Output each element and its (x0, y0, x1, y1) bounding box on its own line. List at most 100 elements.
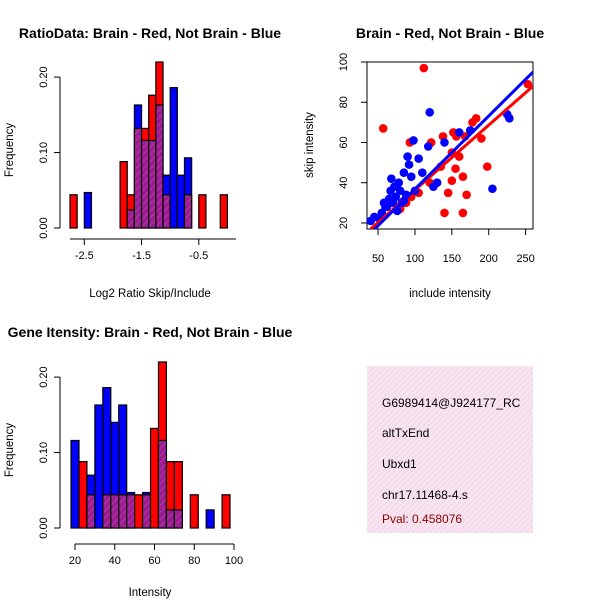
bar-overlap (183, 194, 193, 229)
point-brain (482, 162, 492, 171)
x-axis: -2.5 -1.5 -0.5 (70, 238, 236, 262)
bars (70, 361, 231, 529)
bar-overlap (110, 494, 120, 529)
point-not-brain (391, 192, 401, 202)
x-tick-label: 50 (372, 253, 384, 265)
point-not-brain (454, 128, 464, 137)
y-axis-label: skip intensity (304, 112, 316, 178)
y-tick-label: 20 (338, 217, 350, 229)
point-not-brain (409, 136, 418, 145)
point-not-brain (505, 114, 514, 123)
ratio-histogram: RatioData: Brain - Red, Not Brain - Blue… (4, 25, 281, 300)
bar-brain (221, 494, 231, 529)
event-type: altTxEnd (382, 426, 429, 440)
x-tick-label: 250 (516, 253, 534, 265)
point-not-brain (425, 108, 435, 117)
info-background (367, 366, 533, 533)
x-axis-label: Log2 Ratio Skip/Include (89, 288, 210, 300)
point-brain (440, 208, 449, 218)
y-axis: 20 40 60 80 100 (338, 53, 367, 229)
bar-brain (198, 194, 207, 229)
p-value: Pval: 0.458076 (382, 512, 462, 526)
x-tick-label: -0.5 (189, 250, 208, 262)
point-brain (378, 124, 388, 133)
point-not-brain (488, 184, 497, 194)
y-axis: 0.00 0.10 0.20 (38, 366, 61, 539)
x-axis-label: Intensity (129, 587, 172, 599)
bar-brain (149, 427, 160, 529)
probe-id: G6989414@J924177_RC (382, 396, 521, 410)
x-tick-label: 200 (480, 253, 498, 265)
x-axis: 20 40 60 80 100 (69, 543, 243, 567)
y-tick-label: 0.20 (38, 366, 50, 387)
x-tick-label: 60 (148, 555, 160, 567)
point-not-brain (440, 138, 449, 147)
bar-overlap (162, 194, 171, 229)
y-tick-label: 80 (338, 96, 350, 108)
y-axis-label: Frequency (4, 123, 16, 178)
point-not-brain (403, 152, 412, 161)
bar-overlap (173, 509, 183, 529)
bar-overlap (133, 127, 143, 229)
point-not-brain (418, 168, 427, 177)
bar-brain (119, 161, 128, 229)
bar-overlap (141, 494, 152, 529)
point-not-brain (406, 172, 416, 181)
bar-overlap (140, 139, 150, 229)
point-brain (447, 176, 457, 186)
x-tick-label: 40 (109, 555, 121, 567)
y-axis-label: Frequency (4, 423, 16, 478)
bar-not-brain (205, 509, 215, 529)
bar-overlap (86, 494, 96, 529)
info-panel: G6989414@J924177_RC altTxEnd Ubxd1 chr17… (367, 366, 533, 533)
intensity-histogram: Gene Itensity: Brain - Red, Not Brain - … (4, 324, 293, 599)
point-brain (458, 208, 468, 218)
point-brain (462, 190, 471, 200)
x-axis-label: include intensity (409, 288, 491, 300)
point-not-brain (423, 142, 433, 151)
y-tick-label: 0.00 (38, 517, 50, 538)
bars (69, 61, 229, 229)
x-tick-label: 100 (406, 253, 424, 265)
point-brain (523, 79, 533, 89)
point-not-brain (399, 168, 409, 177)
points (366, 63, 533, 226)
x-tick-label: -1.5 (132, 250, 151, 262)
bar-overlap (148, 139, 157, 229)
bar-brain (219, 194, 229, 229)
bar-overlap (155, 104, 164, 229)
x-axis: 50 100 150 200 250 (372, 229, 535, 265)
point-brain (451, 164, 460, 173)
point-brain (477, 134, 486, 143)
bar-brain (134, 494, 144, 529)
x-tick-label: -2.5 (75, 250, 94, 262)
point-not-brain (394, 178, 404, 188)
fit-line-not-brain (372, 70, 533, 229)
x-tick-label: 80 (188, 555, 200, 567)
point-not-brain (414, 154, 423, 163)
y-tick-label: 0.00 (38, 217, 50, 238)
fit-lines (369, 70, 533, 229)
scatter-plot: Brain - Red, Not Brain - Blue 50 100 150 20… (304, 25, 544, 300)
bar-overlap (126, 209, 135, 229)
bar-not-brain (70, 439, 80, 529)
point-not-brain (404, 160, 414, 169)
bar-overlap (126, 494, 136, 529)
x-tick-label: 100 (225, 555, 243, 567)
y-tick-label: 100 (338, 53, 350, 71)
x-tick-label: 150 (443, 253, 461, 265)
point-not-brain (381, 202, 390, 212)
point-not-brain (387, 174, 396, 183)
bar-overlap (157, 439, 168, 529)
bar-not-brain (169, 87, 178, 229)
y-axis: 0.00 0.10 0.20 (38, 66, 61, 239)
point-brain (419, 63, 429, 73)
bar-brain (69, 194, 78, 229)
y-tick-label: 60 (338, 136, 350, 148)
y-tick-label: 0.20 (38, 66, 50, 87)
y-tick-label: 0.10 (38, 442, 50, 463)
plot-frame (366, 61, 534, 230)
y-tick-label: 0.10 (38, 142, 50, 163)
point-not-brain (432, 178, 442, 188)
